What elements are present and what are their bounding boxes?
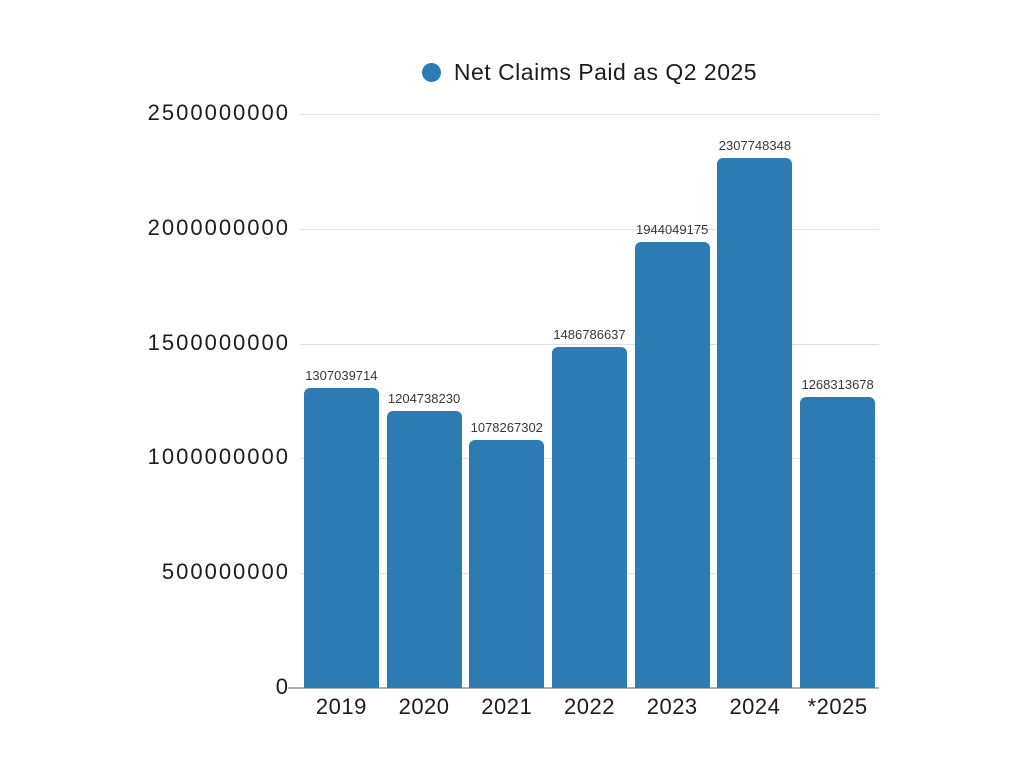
x-axis-tick-label: 2020	[398, 694, 450, 719]
bar-2024[interactable]	[717, 158, 793, 688]
bar-value-label: 1486786637	[553, 326, 626, 342]
gridline	[300, 228, 879, 230]
x-axis-tick-label: 2019	[315, 694, 367, 719]
x-axis-tick-label: 2021	[481, 694, 533, 719]
y-axis-tick-label: 2500000000	[147, 100, 290, 125]
x-axis-tick-label: 2022	[564, 694, 615, 719]
bar-2021[interactable]	[469, 440, 545, 688]
plot-area: 1307039714 1204738230 1078267302 1486786637…	[288, 114, 879, 689]
y-axis-tick-label: 500000000	[161, 559, 290, 585]
y-axis-tick-label: 0	[275, 674, 290, 699]
bar-value-label: 1268313678	[801, 376, 874, 392]
y-axis-tick-label: 1000000000	[147, 444, 290, 470]
bar-value-label: 1944049175	[636, 221, 709, 237]
legend-marker-icon	[421, 62, 441, 82]
bar-2019[interactable]	[303, 387, 379, 688]
bar-2022[interactable]	[552, 346, 627, 688]
x-axis-tick-label: 2024	[729, 694, 781, 719]
y-axis-tick-label: 1500000000	[147, 329, 290, 355]
bar-value-label: 1204738230	[387, 391, 461, 407]
gridline	[300, 343, 879, 345]
bar-2020[interactable]	[386, 411, 462, 688]
legend-label: Net Claims Paid as Q2 2025	[453, 58, 758, 85]
y-axis-tick-label: 2000000000	[147, 214, 290, 240]
bar-value-label: 1078267302	[470, 420, 543, 436]
bar-*2025[interactable]	[800, 396, 876, 688]
bar-2023[interactable]	[634, 241, 710, 688]
x-axis-tick-label: 2023	[646, 694, 698, 719]
bar-value-label: 1307039714	[305, 367, 378, 383]
x-axis-line	[288, 687, 879, 689]
chart-legend-item[interactable]: Net Claims Paid as Q2 2025	[300, 58, 879, 86]
gridline	[300, 114, 879, 115]
x-axis-tick-label: *2025	[807, 694, 868, 719]
bar-value-label: 2307748348	[718, 138, 792, 154]
